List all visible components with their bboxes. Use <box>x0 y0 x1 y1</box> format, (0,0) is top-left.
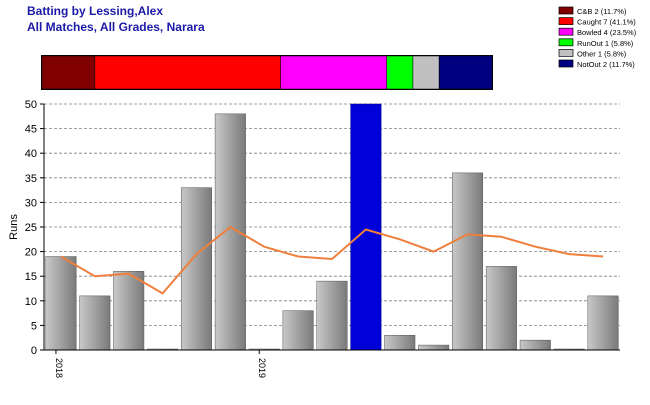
legend-label: Bowled 4 (23.5%) <box>577 28 637 37</box>
bar <box>180 187 212 351</box>
dismissal-segment <box>386 55 414 90</box>
bar <box>384 334 416 351</box>
y-tick-label: 15 <box>25 271 37 283</box>
y-axis-label: Runs <box>8 214 20 240</box>
bar <box>282 310 314 351</box>
y-tick-label: 0 <box>31 345 37 357</box>
y-tick-label: 45 <box>25 124 37 136</box>
bar <box>452 172 484 351</box>
chart-title: Batting by Lessing,Alex <box>27 4 163 18</box>
dismissal-segment <box>94 55 281 90</box>
bars <box>45 103 619 351</box>
legend: C&B 2 (11.7%) Caught 7 (41.1%)Bowled 4 (2… <box>558 6 637 69</box>
y-tick-label: 5 <box>31 320 37 332</box>
bar <box>45 256 77 351</box>
y-tick-label: 35 <box>25 173 37 185</box>
legend-swatch <box>558 17 574 25</box>
legend-label: NotOut 2 (11.7%) <box>577 60 635 69</box>
dismissal-strip <box>41 55 493 90</box>
x-tick-label: 2019 <box>257 358 267 378</box>
bar <box>79 295 111 351</box>
bar <box>418 344 450 351</box>
dismissal-segment <box>412 55 440 90</box>
legend-swatch <box>558 59 574 68</box>
legend-swatch <box>558 49 574 57</box>
y-tick-label: 25 <box>25 222 37 234</box>
legend-swatch <box>558 27 574 36</box>
trend-line <box>60 225 604 295</box>
x-tick-label: 2018 <box>54 358 64 378</box>
bar <box>519 339 551 351</box>
y-tick-label: 10 <box>25 296 37 308</box>
chart-subtitle: All Matches, All Grades, Narara <box>27 20 205 34</box>
x-axis: 2018 2019 <box>44 349 620 378</box>
dismissal-segment <box>41 55 96 90</box>
legend-label: C&B 2 (11.7%) <box>577 7 627 16</box>
legend-label: Caught 7 (41.1%) <box>577 18 636 27</box>
y-tick-label: 30 <box>25 197 37 209</box>
bar <box>113 271 145 351</box>
y-axis: 0 5 10 15 20 25 30 35 40 45 50 <box>25 99 45 357</box>
legend-label: Other 1 (5.8%) <box>577 49 627 58</box>
dismissal-segment <box>438 55 493 90</box>
legend-swatch <box>558 38 574 47</box>
y-tick-label: 40 <box>25 148 37 160</box>
legend-label: RunOut 1 (5.8%) <box>577 39 634 48</box>
bar <box>485 266 517 351</box>
legend-swatch <box>558 6 574 15</box>
bar <box>350 103 382 351</box>
bar <box>214 113 246 351</box>
y-tick-label: 20 <box>25 247 37 259</box>
dismissal-segment <box>280 55 387 90</box>
bar <box>587 295 619 351</box>
bar <box>316 280 348 351</box>
y-tick-label: 50 <box>25 99 37 111</box>
